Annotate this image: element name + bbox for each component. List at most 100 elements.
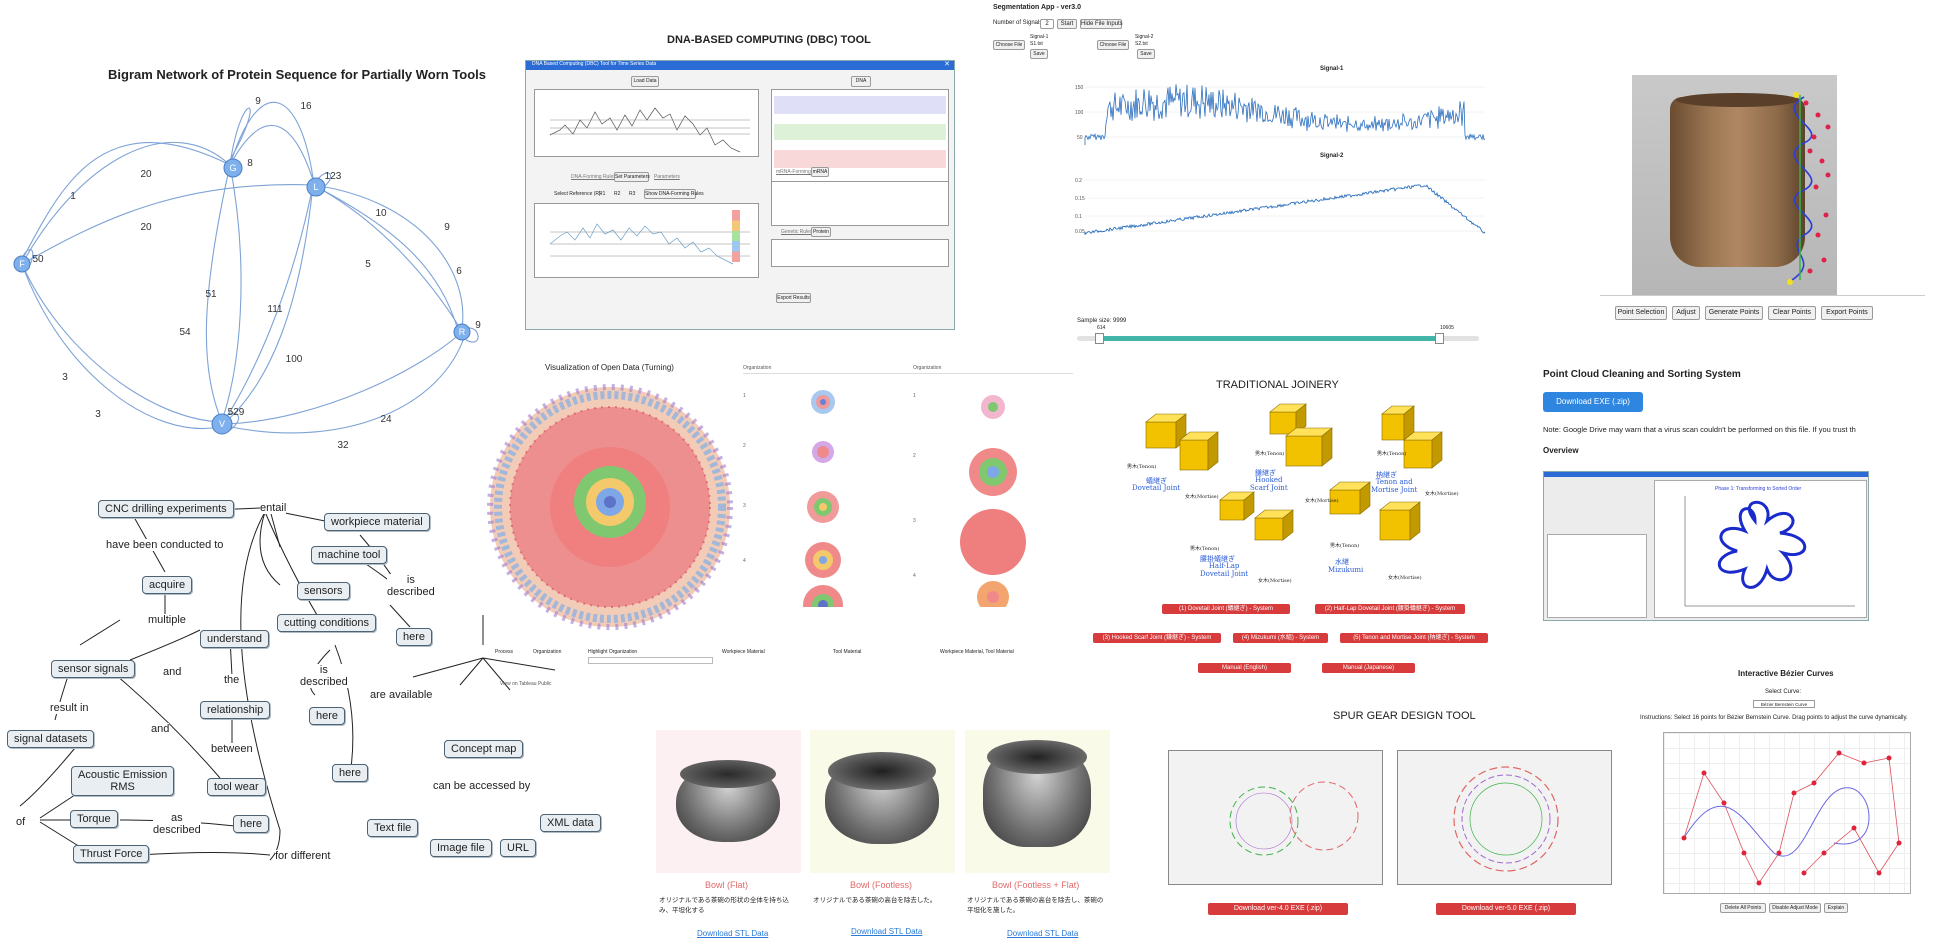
curve-select[interactable]: Bézier Bernstein Curve: [1753, 700, 1815, 708]
filter-workpiece-tool[interactable]: Workpiece Material, Tool Material: [940, 649, 1014, 655]
manual-japanese-button[interactable]: Manual (Japanese): [1322, 663, 1415, 673]
node-sensor-signals[interactable]: sensor signals: [51, 660, 136, 678]
tenon-system-button[interactable]: (5) Tenon and Mortise Joint (枘継ぎ) - Syst…: [1340, 633, 1488, 643]
dna-forming-rules-link[interactable]: DNA-Forming Rules: [571, 174, 616, 180]
close-icon[interactable]: ✕: [944, 61, 950, 68]
node-label-l: L: [313, 182, 318, 192]
sample-range-slider[interactable]: [1077, 333, 1479, 344]
protein-button[interactable]: Protein: [811, 227, 831, 237]
slider-handle-max[interactable]: [1435, 333, 1444, 344]
node-xml-data[interactable]: XML data: [540, 814, 601, 832]
node-r: [453, 323, 471, 341]
export-results-button[interactable]: Export Results: [776, 293, 811, 303]
node-sensors[interactable]: sensors: [297, 582, 350, 600]
edge-label: 3: [95, 409, 101, 420]
highlight-select[interactable]: [588, 657, 713, 664]
set-parameters-button[interactable]: Set Parameters: [614, 172, 650, 182]
r3-radio[interactable]: R3: [629, 191, 636, 197]
manual-english-button[interactable]: Manual (English): [1198, 663, 1291, 673]
node-acquire[interactable]: acquire: [142, 576, 193, 594]
dbc-dna-text: [771, 89, 949, 189]
download-v5-button[interactable]: Download ver-5.0 EXE (.zip): [1436, 903, 1576, 915]
num-signals-select[interactable]: 2: [1040, 19, 1054, 29]
save-1-button[interactable]: Save: [1030, 49, 1048, 59]
node-text-file[interactable]: Text file: [367, 819, 419, 837]
r2-radio[interactable]: R2: [614, 191, 621, 197]
dbc-titlebar: DNA Based Computing (DBC) Tool for Time …: [526, 61, 954, 70]
load-data-button[interactable]: Load Data: [631, 76, 659, 87]
joint-tenon-en: Tenon and Mortise Joint: [1371, 478, 1418, 494]
link-entail: entail: [260, 502, 287, 514]
signal2-chart-title: Signal-2: [1320, 153, 1344, 159]
delete-all-points-button[interactable]: Delete All Points: [1720, 903, 1766, 913]
signal2-label: Signal-2: [1135, 34, 1154, 40]
export-points-button[interactable]: Export Points: [1821, 306, 1873, 320]
start-button[interactable]: Start: [1057, 19, 1077, 29]
explain-button[interactable]: Explain: [1824, 903, 1848, 913]
edge-label: 54: [179, 327, 191, 338]
genetic-rules-link[interactable]: Genetic Rules: [781, 229, 813, 235]
slider-handle-min[interactable]: [1095, 333, 1104, 344]
gear-v4-screenshot: [1168, 750, 1383, 885]
hide-file-inputs-button[interactable]: Hide File Inputs: [1080, 19, 1123, 29]
mrna-forming-rule-link[interactable]: mRNA-Forming Rule: [776, 169, 823, 175]
node-torque[interactable]: Torque: [70, 810, 118, 828]
dna-button[interactable]: DNA: [851, 76, 871, 87]
download-v4-button[interactable]: Download ver-4.0 EXE (.zip): [1208, 903, 1348, 915]
adjust-button[interactable]: Adjust: [1672, 306, 1700, 320]
filter-organization[interactable]: Organization: [533, 649, 562, 655]
node-signal-datasets[interactable]: signal datasets: [7, 730, 95, 748]
mrna-button[interactable]: mRNA: [811, 167, 829, 177]
show-rules-button[interactable]: Show DNA-Forming Rules: [644, 189, 704, 199]
bowl-footless-flat-download-link[interactable]: Download STL Data: [1007, 929, 1079, 938]
filter-tool[interactable]: Tool Material: [833, 649, 862, 655]
point-selection-button[interactable]: Point Selection: [1615, 306, 1667, 320]
node-thrust-force[interactable]: Thrust Force: [73, 845, 150, 863]
node-here-2[interactable]: here: [309, 707, 346, 725]
node-workpiece-material[interactable]: workpiece material: [324, 513, 430, 531]
node-machine-tool[interactable]: machine tool: [311, 546, 388, 564]
filter-highlight[interactable]: Highlight Organization: [588, 649, 638, 655]
mizukumi-system-button[interactable]: (4) Mizukumi (水組) - System: [1233, 633, 1328, 643]
hooked-scarf-system-button[interactable]: (3) Hooked Scarf Joint (鎌継ぎ) - System: [1093, 633, 1221, 643]
bowl-footless-download-link[interactable]: Download STL Data: [851, 927, 923, 936]
node-cutting-conditions[interactable]: cutting conditions: [277, 614, 376, 632]
filter-process[interactable]: Process: [495, 649, 514, 655]
node-l: [306, 177, 326, 197]
parameters-link[interactable]: Parameters: [654, 174, 680, 180]
node-url[interactable]: URL: [500, 839, 537, 857]
node-image-file[interactable]: Image file: [430, 839, 492, 857]
joinery-panel: TRADITIONAL JOINERY 蟻継ぎ Dovetail Joint 男…: [1090, 370, 1510, 680]
node-cnc-experiments[interactable]: CNC drilling experiments: [98, 500, 234, 518]
joint-halflap-jp: 腰掛蟻継ぎ: [1200, 555, 1235, 563]
disable-adjust-mode-button[interactable]: Disable Adjust Mode: [1769, 903, 1821, 913]
node-concept-map[interactable]: Concept map: [444, 740, 524, 758]
part-tenon-4: 男木(Tenon): [1190, 546, 1220, 552]
turning-small-multiples: 1 2 3 4 1 2 3 4: [743, 390, 1026, 607]
bowl-flat-title: Bowl (Flat): [705, 880, 749, 890]
node-tool-wear[interactable]: tool wear: [207, 778, 266, 796]
node-understand[interactable]: understand: [200, 630, 270, 648]
node-here-3[interactable]: here: [332, 764, 369, 782]
clear-points-button[interactable]: Clear Points: [1768, 306, 1816, 320]
r1-radio[interactable]: R1: [599, 191, 606, 197]
node-here-4[interactable]: here: [233, 815, 270, 833]
dovetail-system-button[interactable]: (1) Dovetail Joint (蟻継ぎ) - System: [1162, 604, 1290, 614]
virus-note: Note: Google Drive may warn that a virus…: [1543, 425, 1856, 434]
tableau-footer[interactable]: View on Tableau Public: [500, 681, 552, 687]
halflap-system-button[interactable]: (2) Half-Lap Dovetail Joint (腰掛蟻継ぎ) - Sy…: [1315, 604, 1465, 614]
save-2-button[interactable]: Save: [1137, 49, 1155, 59]
node-relationship[interactable]: relationship: [200, 701, 271, 719]
filter-workpiece[interactable]: Workpiece Material: [722, 649, 765, 655]
generate-points-button[interactable]: Generate Points: [1705, 306, 1763, 320]
cup-image: [1632, 75, 1837, 295]
bowl-flat-download-link[interactable]: Download STL Data: [697, 929, 769, 938]
overview-screenshot: Phase 1: Transforming to Sorted Order: [1543, 471, 1869, 621]
choose-file-1-button[interactable]: Choose File: [993, 40, 1025, 50]
node-acoustic-emission[interactable]: Acoustic Emission RMS: [71, 766, 175, 796]
part-mortise-5: 女木(Mortise): [1388, 575, 1422, 581]
download-exe-button[interactable]: Download EXE (.zip): [1543, 392, 1643, 412]
node-here-1[interactable]: here: [396, 628, 433, 646]
choose-file-2-button[interactable]: Choose File: [1097, 40, 1129, 50]
bezier-canvas[interactable]: [1663, 732, 1911, 894]
